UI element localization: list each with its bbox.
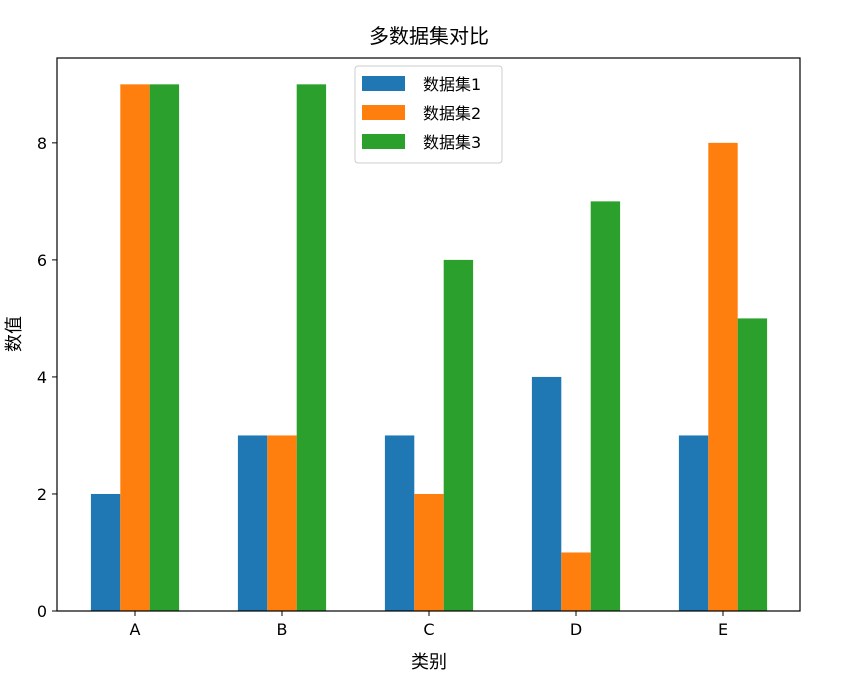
bar-3-e <box>737 318 768 611</box>
x-tick-label: D <box>570 620 582 639</box>
bars <box>90 84 768 612</box>
y-axis: 0 2 4 6 8 <box>37 134 57 621</box>
bar-2-b <box>267 435 297 611</box>
y-tick-label: 8 <box>37 134 47 153</box>
y-axis-label: 数值 <box>4 316 25 352</box>
legend-label-3: 数据集3 <box>423 133 481 152</box>
y-tick-label: 4 <box>37 368 47 387</box>
y-tick-label: 0 <box>37 602 47 621</box>
bar-1-d <box>531 376 562 611</box>
legend: 数据集1 数据集2 数据集3 <box>354 65 503 164</box>
bar-3-d <box>590 201 621 612</box>
bar-1-e <box>678 435 709 611</box>
bar-3-c <box>443 259 474 611</box>
x-tick-label: C <box>423 620 434 639</box>
x-axis: A B C D E <box>130 611 728 639</box>
bar-1-a <box>90 493 121 611</box>
legend-swatch-1 <box>362 76 405 91</box>
bar-2-a <box>120 84 150 612</box>
y-tick-label: 6 <box>37 251 47 270</box>
y-tick-label: 2 <box>37 485 47 504</box>
legend-label-1: 数据集1 <box>423 75 481 94</box>
bar-2-d <box>561 552 591 611</box>
bar-1-b <box>237 435 268 611</box>
legend-label-2: 数据集2 <box>423 104 481 123</box>
x-tick-label: E <box>718 620 728 639</box>
legend-swatch-3 <box>362 134 405 149</box>
chart-title: 多数据集对比 <box>369 24 489 48</box>
bar-2-c <box>414 493 444 611</box>
x-tick-label: B <box>277 620 288 639</box>
x-axis-label: 类别 <box>411 652 447 673</box>
bar-2-e <box>708 142 738 611</box>
bar-3-a <box>149 84 180 612</box>
legend-swatch-2 <box>362 105 405 120</box>
x-tick-label: A <box>130 620 141 639</box>
bar-1-c <box>384 435 415 611</box>
bar-3-b <box>296 84 327 612</box>
